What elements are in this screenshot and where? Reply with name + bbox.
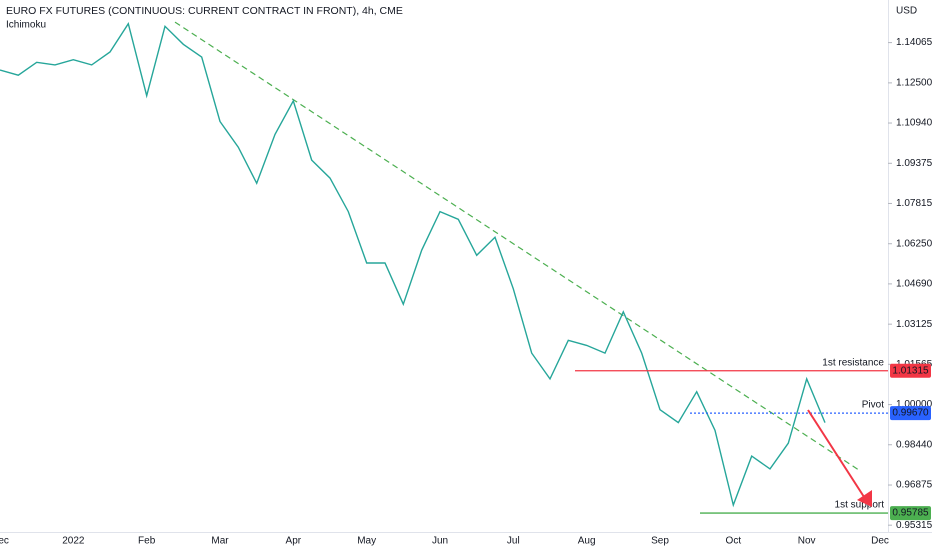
y-tick-label: 1.07815 [896,198,932,209]
chart-title: EURO FX FUTURES (CONTINUOUS: CURRENT CON… [6,5,403,17]
x-tick-label: Jul [507,536,520,547]
y-tick-label: 0.96875 [896,480,932,491]
y-tick-label: 0.95315 [896,520,932,531]
x-tick-label: Jun [432,536,448,547]
y-tick-label: 1.12500 [896,78,932,89]
level-badge [890,406,931,421]
price-line [0,21,826,508]
x-tick-label: 2022 [62,536,85,547]
y-tick-label: 1.00000 [896,399,932,410]
y-axis-label: USD [896,6,917,17]
y-tick-label: 1.03125 [896,319,932,330]
indicator-label: Ichimoku [6,20,46,31]
level-value: 1.01315 [892,365,929,376]
level-name: 1st support [835,500,885,511]
y-tick-label: 1.14065 [896,37,932,48]
forecast-arrow [807,409,867,501]
trendline [174,21,861,472]
x-tick-label: Aug [578,536,596,547]
y-tick-label: 1.06250 [896,238,932,249]
level-badge [890,506,931,521]
x-tick-label: May [357,536,376,547]
x-tick-label: Sep [651,536,669,547]
level-badge [890,363,931,378]
level-value: 0.95785 [892,508,929,519]
x-tick-label: Apr [286,536,302,547]
x-tick-label: Oct [726,536,742,547]
forecast-arrow-head [857,490,872,507]
y-tick-label: 1.10940 [896,118,932,129]
y-tick-label: 0.98440 [896,439,932,450]
y-tick-label: 1.04690 [896,279,932,290]
level-value: 0.99670 [892,408,929,419]
level-name: Pivot [862,400,884,411]
y-tick-label: 1.09375 [896,158,932,169]
x-tick-label: Feb [138,536,156,547]
x-tick-label: Dec [0,536,9,547]
x-tick-label: Mar [211,536,229,547]
level-name: 1st resistance [822,357,884,368]
x-tick-label: Nov [798,536,816,547]
x-tick-label: Dec [871,536,889,547]
